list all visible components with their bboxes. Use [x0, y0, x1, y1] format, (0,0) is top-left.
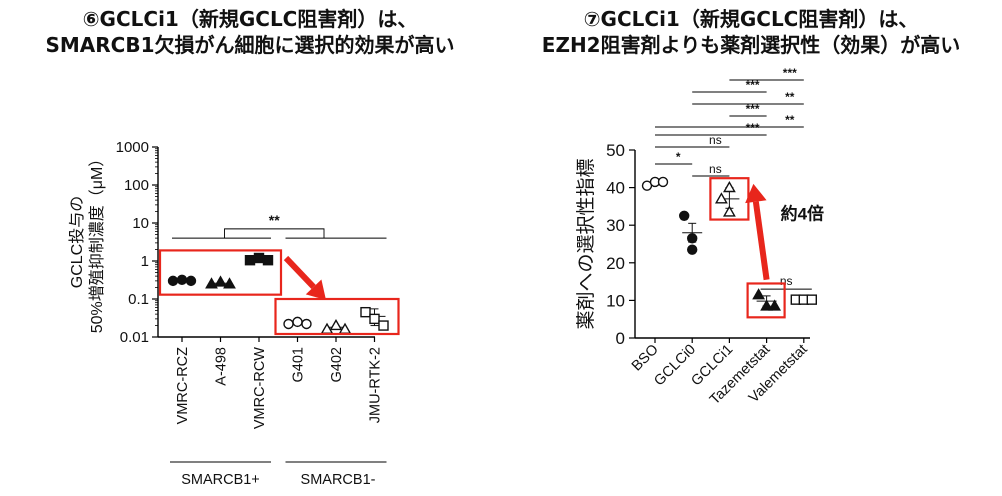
data-point — [283, 318, 294, 330]
sig-label: ** — [785, 90, 795, 104]
x-tick-label: BSO — [629, 342, 662, 375]
x-tick-label: JMU-RTK-2 — [368, 347, 384, 423]
sig-label: ns — [709, 133, 722, 147]
y-tick-label: 10 — [132, 215, 149, 232]
highlight-arrow — [283, 255, 326, 300]
data-point — [223, 277, 236, 289]
selectivity-scatter-chart: 01020304050薬剤への選択性指標BSOGCLCi0GCLCi1Tazem… — [575, 66, 824, 408]
highlight-arrow-shaft — [283, 255, 316, 290]
data-point — [301, 318, 312, 330]
data-point — [292, 316, 303, 328]
y-axis-label: 薬剤への選択性指標 — [575, 158, 597, 329]
highlight-box-tazemetstat — [746, 282, 786, 319]
y-axis-label-line2: 50%増殖抑制濃度（μM） — [88, 151, 106, 334]
fold-change-arrow — [745, 183, 770, 281]
x-tick-label: A-498 — [214, 347, 230, 386]
data-point — [657, 176, 669, 188]
data-point — [176, 274, 188, 286]
data-point — [722, 205, 736, 217]
data-point — [205, 277, 218, 289]
sig-label: *** — [783, 66, 797, 80]
y-tick-label: 0.01 — [120, 329, 149, 346]
ic50-log-scatter-chart: 1000 100 10 1 0.1 0.01 GCLC投与の 50%増殖抑制濃度（μM） VMR… — [68, 139, 400, 488]
highlight-box-smarcb1-pos — [158, 249, 283, 296]
y-tick-label: 1 — [141, 253, 149, 270]
data-point — [244, 254, 256, 266]
x-tick-label: G401 — [291, 347, 307, 382]
data-point — [768, 299, 782, 311]
sig-label: * — [676, 150, 681, 164]
data-point — [678, 210, 690, 222]
fold-change-arrow-shaft — [752, 201, 770, 281]
y-axis-label-line1: GCLC投与の — [68, 196, 86, 288]
data-point — [760, 299, 774, 311]
sig-label: *** — [746, 78, 760, 92]
data-point — [722, 180, 736, 193]
sig-label: *** — [746, 121, 760, 135]
fold-change-arrow-head — [745, 183, 767, 204]
sig-label: ns — [709, 162, 722, 176]
right-chart-title-line2: EZH2阻害剤よりも薬剤選択性（効果）が高い — [541, 33, 961, 57]
highlight-arrow-head — [305, 279, 326, 300]
x-tick-label: G402 — [329, 347, 345, 382]
data-point — [378, 320, 389, 331]
y-tick-label: 1000 — [116, 139, 149, 156]
y-tick-label: 40 — [606, 179, 625, 198]
y-tick-label: 30 — [606, 216, 625, 235]
data-point — [360, 306, 371, 318]
data-point — [253, 252, 265, 264]
y-tick-label: 100 — [124, 177, 149, 194]
data-point — [329, 318, 343, 331]
y-tick-label: 50 — [606, 141, 625, 160]
sig-label: ** — [269, 212, 280, 228]
sig-bracket-top — [224, 228, 325, 239]
data-point — [686, 233, 698, 244]
y-tick-label: 20 — [606, 254, 625, 273]
data-point — [752, 288, 766, 300]
fold-change-annotation: 約4倍 — [781, 204, 824, 224]
sig-label: ** — [785, 113, 795, 127]
data-point — [214, 275, 227, 287]
sig-label: ns — [780, 274, 793, 288]
group-label: SMARCB1+ — [181, 472, 260, 488]
right-chart-title-line1: ⑦GCLCi1（新規GCLC阻害剤）は、 — [583, 7, 919, 31]
highlight-box-smarcb1-neg — [274, 297, 400, 336]
data-point — [714, 192, 728, 204]
y-tick-label: 0.1 — [128, 291, 149, 308]
left-chart-title-line2: SMARCB1欠損がん細胞に選択的効果が高い — [45, 33, 455, 57]
y-tick-label: 0 — [616, 329, 625, 348]
data-point — [806, 294, 817, 305]
data-point — [686, 244, 698, 255]
sig-label: *** — [746, 102, 760, 116]
data-point — [369, 313, 380, 325]
x-tick-label: VMRC-RCW — [252, 347, 268, 429]
left-chart-title-line1: ⑥GCLCi1（新規GCLC阻害剤）は、 — [82, 7, 418, 31]
x-tick-label: VMRC-RCZ — [175, 347, 191, 424]
y-tick-label: 10 — [606, 291, 625, 310]
data-point — [167, 275, 179, 287]
data-point — [185, 275, 197, 287]
data-point — [262, 254, 274, 266]
group-label: SMARCB1- — [301, 472, 376, 488]
